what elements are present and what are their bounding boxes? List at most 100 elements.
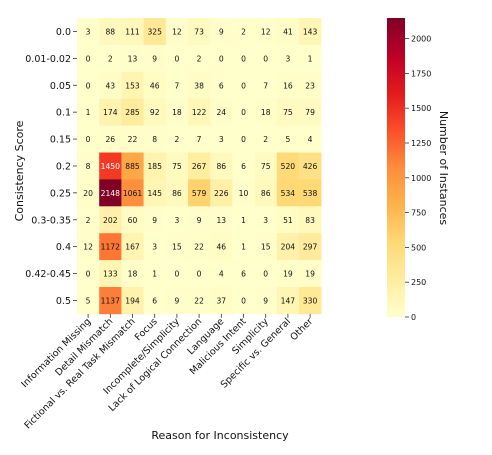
- colorbar-tick-label: 1500: [411, 104, 431, 113]
- heatmap-cell: [99, 179, 122, 207]
- heatmap-cell: [99, 18, 122, 46]
- cell-value-label: 143: [303, 27, 318, 36]
- cell-value-label: 19: [283, 270, 293, 279]
- cell-value-label: 38: [194, 81, 204, 90]
- cell-value-label: 18: [128, 270, 138, 279]
- cell-value-label: 51: [283, 216, 293, 225]
- cell-value-label: 2: [263, 135, 268, 144]
- cell-value-label: 12: [83, 243, 93, 252]
- cell-value-label: 6: [219, 81, 224, 90]
- heatmap-cell: [276, 233, 300, 261]
- colorbar-tick-label: 1000: [411, 174, 431, 183]
- heatmap-cell: [99, 233, 122, 261]
- heatmap-cell: [143, 98, 167, 126]
- cell-value-label: 0: [263, 270, 268, 279]
- cell-value-label: 6: [241, 162, 246, 171]
- heatmap-cell: [99, 152, 122, 180]
- cell-value-label: 1: [241, 216, 246, 225]
- heatmap-cell: [254, 152, 278, 180]
- heatmap-cell: [143, 233, 167, 261]
- cell-value-label: 43: [105, 81, 115, 90]
- cell-value-label: 1: [86, 108, 91, 117]
- heatmap-cell: [210, 206, 233, 234]
- cell-value-label: 0: [86, 54, 91, 63]
- heatmap-cell: [77, 260, 100, 288]
- heatmap-cell: [121, 18, 144, 46]
- cell-value-label: 15: [261, 243, 271, 252]
- cell-value-label: 12: [172, 27, 182, 36]
- cell-value-label: 16: [283, 81, 293, 90]
- cell-value-label: 7: [263, 81, 268, 90]
- cell-value-label: 86: [172, 189, 182, 198]
- heatmap-cell: [77, 44, 100, 73]
- cell-value-label: 185: [147, 162, 162, 171]
- cell-value-label: 0: [219, 54, 224, 63]
- cell-value-label: 0: [241, 296, 246, 305]
- cell-value-label: 0: [174, 54, 179, 63]
- heatmap-cell: [210, 18, 233, 46]
- cell-value-label: 1172: [101, 243, 120, 252]
- cell-value-label: 2: [241, 27, 246, 36]
- cell-value-label: 18: [172, 108, 182, 117]
- cell-value-label: 41: [283, 27, 293, 36]
- heatmap-cell: [121, 179, 144, 207]
- heatmap-cell: [232, 44, 255, 73]
- cell-value-label: 23: [305, 81, 315, 90]
- heatmap-cell: [77, 18, 100, 46]
- cell-value-label: 122: [192, 108, 207, 117]
- cell-value-label: 13: [216, 216, 226, 225]
- heatmap-cell: [165, 18, 189, 46]
- heatmap-cell: [121, 287, 144, 315]
- heatmap-cell: [210, 44, 233, 73]
- cell-value-label: 7: [197, 135, 202, 144]
- cell-value-label: 226: [214, 189, 229, 198]
- cell-value-label: 2: [86, 216, 91, 225]
- cell-value-label: 1137: [101, 296, 120, 305]
- heatmap-cell: [210, 287, 233, 315]
- cell-value-label: 22: [194, 243, 204, 252]
- heatmap-cell: [210, 233, 233, 261]
- cell-value-label: 75: [261, 162, 271, 171]
- cell-value-label: 46: [216, 243, 226, 252]
- cell-value-label: 3: [219, 135, 224, 144]
- cell-value-label: 60: [128, 216, 138, 225]
- heatmap-cell: [276, 71, 300, 99]
- y-tick-label: 0.1: [56, 108, 71, 119]
- heatmap-cell: [299, 18, 322, 46]
- cell-value-label: 0: [197, 270, 202, 279]
- heatmap-cell: [254, 179, 278, 207]
- cell-value-label: 297: [303, 243, 318, 252]
- heatmap-cell: [232, 71, 255, 99]
- heatmap-cell: [143, 152, 167, 180]
- heatmap-cell: [121, 152, 144, 180]
- heatmap-cell: [165, 44, 189, 73]
- heatmap-cell: [232, 233, 255, 261]
- heatmap-cell: [299, 125, 322, 153]
- heatmap-cell: [210, 125, 233, 153]
- cell-value-label: 22: [128, 135, 138, 144]
- cell-value-label: 92: [150, 108, 160, 117]
- heatmap-cell: [276, 125, 300, 153]
- heatmap-cell: [77, 206, 100, 234]
- cell-value-label: 0: [241, 81, 246, 90]
- heatmap-cell: [143, 260, 167, 288]
- cell-value-label: 153: [125, 81, 140, 90]
- y-tick-label: 0.15: [50, 135, 71, 146]
- colorbar-ticks: 0 250 500 750 1000 1250 1500 1750 2000: [405, 35, 431, 322]
- cell-value-label: 325: [147, 27, 162, 36]
- heatmap-cell: [299, 179, 322, 207]
- heatmap-cell: [99, 125, 122, 153]
- heatmap-cell: [188, 260, 211, 288]
- heatmap-cell: [299, 71, 322, 99]
- cell-value-label: 174: [103, 108, 118, 117]
- colorbar-tick-label: 500: [411, 243, 426, 252]
- cell-value-label: 9: [152, 54, 157, 63]
- heatmap-cell: [143, 179, 167, 207]
- heatmap-cell: [99, 287, 122, 315]
- cell-value-label: 19: [305, 270, 315, 279]
- heatmap-cell: [254, 44, 278, 73]
- heatmap-cell: [165, 98, 189, 126]
- cell-value-label: 75: [172, 162, 182, 171]
- heatmap-cell: [299, 206, 322, 234]
- cell-value-label: 133: [103, 270, 118, 279]
